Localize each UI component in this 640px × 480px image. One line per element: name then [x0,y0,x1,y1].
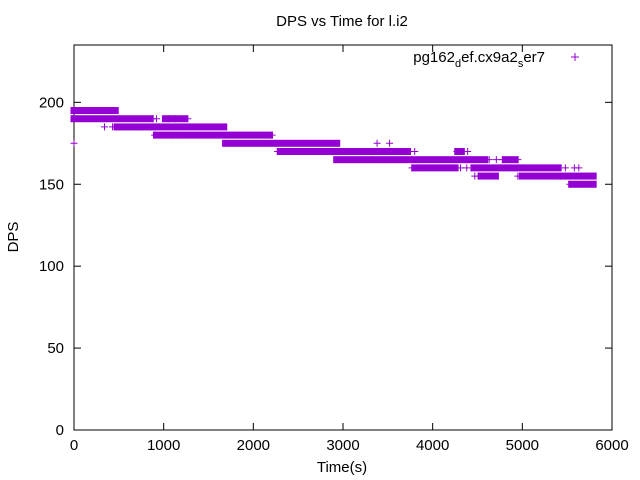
data-point [152,115,160,123]
data-point [369,156,377,164]
legend-subscript: s [518,58,524,70]
data-point-run [70,107,119,115]
data-point-run [568,180,597,188]
chart-title: DPS vs Time for l.i2 [276,13,408,30]
data-point-run [501,156,519,164]
legend-subscript: d [455,58,461,70]
x-axis: 0 1000 2000 3000 4000 5000 6000 [70,45,629,454]
series-pg162-def-cx9a2-ser7 [70,107,597,188]
data-point [453,147,461,155]
data-point [485,156,493,164]
y-tick-label: 200 [39,94,64,111]
data-point [100,123,108,131]
data-point [272,139,280,147]
data-point-run [333,156,489,164]
y-tick-label: 150 [39,176,64,193]
y-axis-label: DPS [5,222,22,253]
x-tick-label: 4000 [416,437,449,454]
x-tick-label: 0 [70,437,78,454]
data-point [184,115,192,123]
x-axis-label: Time(s) [317,459,367,476]
data-point [70,139,78,147]
data-point-run [222,139,341,147]
data-point [413,164,421,172]
data-point [386,139,394,147]
y-tick-label: 0 [56,422,64,439]
legend-text-part: ef.cx9a2 [461,49,518,66]
legend-plus-marker [571,53,579,61]
data-point [492,156,500,164]
data-point [463,164,471,172]
x-tick-label: 1000 [147,437,180,454]
data-point [556,172,564,180]
data-point-run [477,172,499,180]
data-point [169,131,177,139]
x-tick-label: 3000 [326,437,359,454]
legend-text-part: pg162 [413,49,455,66]
y-tick-label: 100 [39,258,64,275]
data-point [171,115,179,123]
data-point [398,156,406,164]
legend-text-part: er7 [523,49,545,66]
data-point [373,139,381,147]
legend: pg162def.cx9a2ser7 [413,49,579,70]
data-point [109,123,117,131]
data-point-run [411,164,459,172]
data-point [572,180,580,188]
legend-entry-marker [571,53,579,61]
x-tick-label: 2000 [237,437,270,454]
data-point-run [113,123,228,131]
data-point-run [152,131,273,139]
data-point [138,123,146,131]
x-tick-label: 5000 [506,437,539,454]
data-point-run [70,115,154,123]
data-point [165,115,173,123]
data-point [151,131,159,139]
data-point [561,164,569,172]
data-point [566,180,574,188]
y-tick-label: 50 [47,340,64,357]
data-point [456,164,464,172]
data-point [575,164,583,172]
data-point-run [276,147,412,155]
x-tick-label: 6000 [595,437,628,454]
data-point [177,131,185,139]
data-point-run [470,164,562,172]
data-point [268,131,276,139]
data-point [411,147,419,155]
y-axis: 0 50 100 150 200 [39,94,612,439]
data-point [464,147,472,155]
data-point [514,156,522,164]
data-point [514,172,522,180]
legend-entry-label: pg162def.cx9a2ser7 [413,49,545,70]
data-point [475,172,483,180]
data-point [274,147,282,155]
data-point [499,156,507,164]
